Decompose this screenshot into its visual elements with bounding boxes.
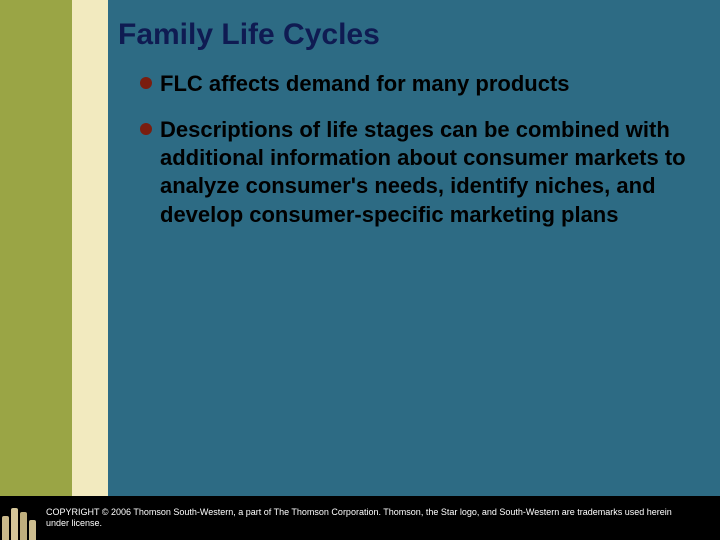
slide-title: Family Life Cycles [118,18,380,52]
footer-pillar-decoration [2,502,38,540]
pillar-icon [11,508,18,540]
pillar-icon [20,512,27,540]
main-content-area: Family Life Cycles FLC affects demand fo… [108,0,720,540]
pillar-icon [2,516,9,540]
bullet-item: FLC affects demand for many products [140,70,700,98]
bullet-list: FLC affects demand for many products Des… [140,70,700,247]
pillar-icon [29,520,36,540]
sidebar-cream-strip [72,0,108,540]
bullet-item: Descriptions of life stages can be combi… [140,116,700,229]
bullet-dot-icon [140,123,152,135]
slide: Family Life Cycles FLC affects demand fo… [0,0,720,540]
bullet-text: FLC affects demand for many products [160,70,570,98]
copyright-text: COPYRIGHT © 2006 Thomson South-Western, … [46,507,686,530]
bullet-text: Descriptions of life stages can be combi… [160,116,700,229]
sidebar-olive-strip [0,0,72,540]
sidebar [0,0,108,540]
bullet-dot-icon [140,77,152,89]
footer-bar: COPYRIGHT © 2006 Thomson South-Western, … [0,496,720,540]
